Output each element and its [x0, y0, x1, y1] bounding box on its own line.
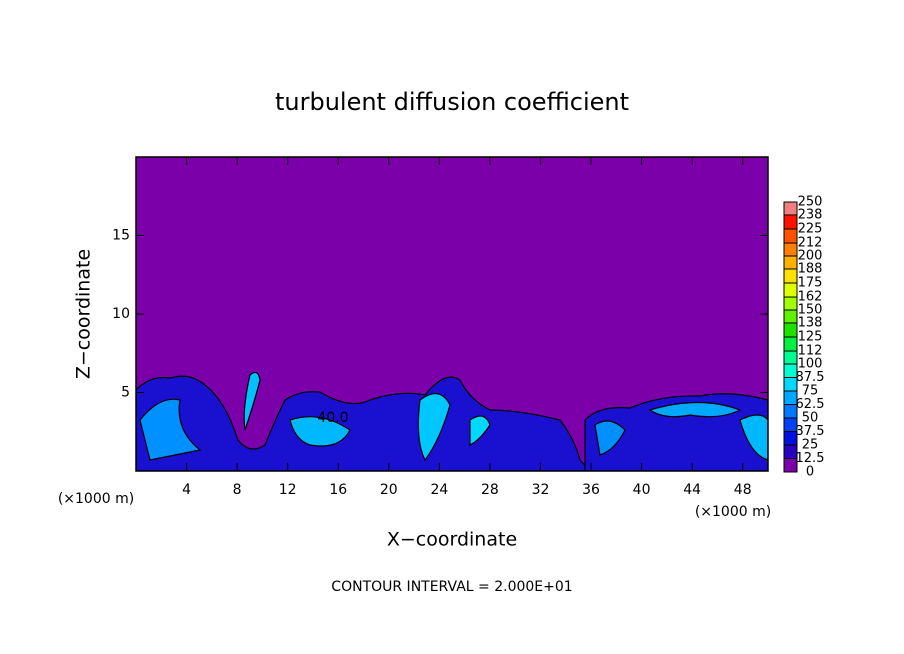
- colorbar-label: 75: [802, 384, 819, 399]
- x-tick-label: 24: [430, 482, 448, 498]
- colorbar-swatch: [784, 296, 797, 310]
- colorbar-swatch: [784, 242, 797, 256]
- field-region: [136, 375, 591, 471]
- x-tick-label: 8: [233, 482, 242, 498]
- chart-title: turbulent diffusion coefficient: [275, 88, 629, 116]
- x-tick-label: 44: [683, 482, 701, 498]
- x-tick-label: 32: [532, 482, 550, 498]
- contour-label: 40.0: [317, 410, 348, 426]
- colorbar-label: 200: [798, 249, 823, 264]
- colorbar-swatch: [784, 445, 797, 459]
- field-region: [594, 420, 626, 456]
- field-region: [469, 415, 491, 446]
- colorbar-swatch: [784, 418, 797, 432]
- colorbar-label: 12.5: [796, 451, 825, 466]
- field-region: [417, 393, 451, 462]
- colorbar-swatch: [784, 431, 797, 445]
- colorbar-label: 112: [798, 344, 823, 359]
- x-tick-label: 16: [329, 482, 347, 498]
- field: [136, 371, 768, 471]
- colorbar-swatch: [784, 391, 797, 405]
- y-scale-label: (×1000 m): [58, 491, 134, 507]
- field-region: [243, 371, 261, 431]
- colorbar-swatch: [784, 323, 797, 337]
- x-tick-label: 48: [734, 482, 752, 498]
- colorbar-swatch: [784, 350, 797, 364]
- colorbar-label: 150: [798, 303, 823, 318]
- colorbar-label: 212: [798, 236, 823, 251]
- colorbar-swatch: [784, 337, 797, 351]
- colorbar-swatch: [784, 404, 797, 418]
- field-region: [139, 398, 202, 461]
- colorbar-label: 238: [798, 207, 823, 222]
- y-tick-label: 15: [112, 228, 130, 244]
- colorbar-label: 175: [798, 276, 823, 291]
- colorbar-label: 250: [798, 195, 823, 210]
- colorbar-swatch: [784, 256, 797, 270]
- x-tick-label: 36: [582, 482, 600, 498]
- colorbar-swatch: [784, 215, 797, 229]
- field-region: [739, 414, 768, 461]
- field-region: [289, 416, 351, 447]
- colorbar-label: 25: [802, 438, 819, 453]
- colorbar-swatch: [784, 377, 797, 391]
- field-region: [648, 401, 742, 418]
- y-tick-label: 5: [121, 385, 130, 401]
- x-tick-label: 12: [279, 482, 297, 498]
- x-axis-label: X−coordinate: [387, 529, 517, 551]
- colorbar-label: 62.5: [796, 397, 825, 412]
- colorbar-label: 162: [798, 290, 823, 305]
- colorbar-swatch: [784, 310, 797, 324]
- colorbar-label: 225: [798, 222, 823, 237]
- colorbar-swatch: [784, 458, 797, 472]
- x-tick-label: 4: [182, 482, 191, 498]
- colorbar-swatch: [784, 229, 797, 243]
- colorbar-label: 37.5: [796, 424, 825, 439]
- colorbar-label: 50: [802, 411, 819, 426]
- y-tick-label: 10: [112, 306, 130, 322]
- x-tick-label: 20: [380, 482, 398, 498]
- y-axis-label: Z−coordinate: [73, 249, 95, 379]
- colorbar-label: 125: [798, 330, 823, 345]
- footer-note: CONTOUR INTERVAL = 2.000E+01: [331, 579, 572, 595]
- colorbar-label: 188: [798, 261, 823, 276]
- colorbar-swatch: [784, 283, 797, 297]
- x-tick-label: 28: [481, 482, 499, 498]
- colorbar-swatch: [784, 269, 797, 283]
- colorbar-label: 138: [798, 315, 823, 330]
- colorbar-swatch: [784, 202, 797, 216]
- colorbar-label: 87.5: [796, 370, 825, 385]
- colorbar-label: 0: [806, 465, 814, 480]
- colorbar-swatch: [784, 364, 797, 378]
- x-scale-label: (×1000 m): [695, 504, 771, 520]
- x-tick-label: 40: [633, 482, 651, 498]
- colorbar-label: 100: [798, 357, 823, 372]
